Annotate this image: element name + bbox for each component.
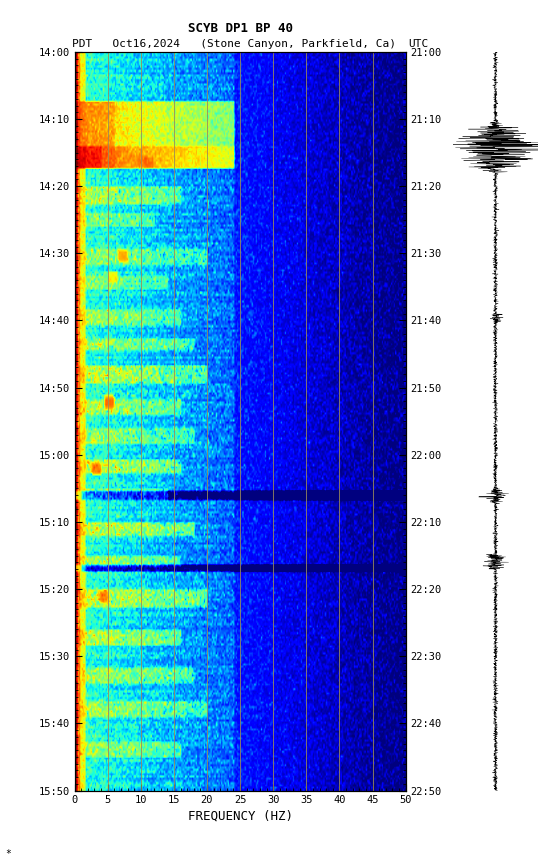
X-axis label: FREQUENCY (HZ): FREQUENCY (HZ) xyxy=(188,810,293,823)
Text: SCYB DP1 BP 40: SCYB DP1 BP 40 xyxy=(188,22,293,35)
Text: PDT   Oct16,2024   (Stone Canyon, Parkfield, Ca): PDT Oct16,2024 (Stone Canyon, Parkfield,… xyxy=(72,39,396,49)
Text: *: * xyxy=(6,849,12,859)
Text: UTC: UTC xyxy=(408,39,429,49)
